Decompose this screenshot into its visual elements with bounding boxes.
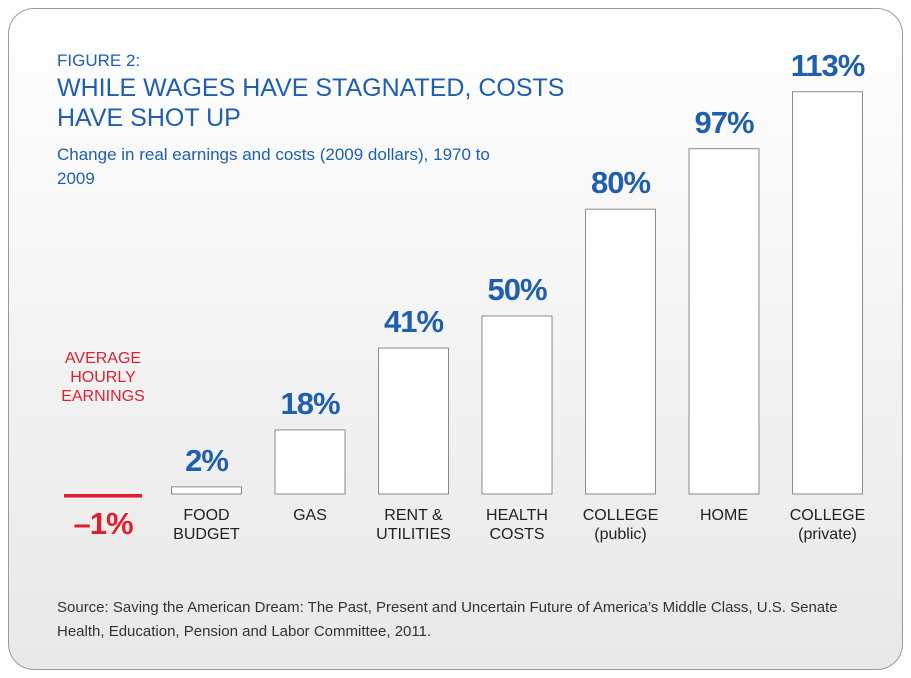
bar (171, 486, 242, 495)
bar (688, 148, 760, 495)
category-label: AVERAGE HOURLY EARNINGS (61, 350, 145, 405)
value-label: –1% (73, 506, 133, 541)
value-label: 18% (280, 385, 340, 421)
x-tick-label: HEALTH COSTS (486, 507, 548, 543)
bar (585, 208, 656, 495)
value-label: 80% (590, 165, 651, 201)
chart: FIGURE 2: WHILE WAGES HAVE STAGNATED, CO… (8, 8, 903, 670)
chart-title: WHILE WAGES HAVE STAGNATED, COSTS HAVE S… (57, 74, 565, 132)
value-label: 2% (185, 442, 229, 478)
x-tick-label: FOOD BUDGET (173, 507, 240, 543)
bar (792, 91, 863, 495)
value-label: 41% (383, 304, 444, 340)
x-tick-label: RENT & UTILITIES (376, 507, 451, 543)
x-tick-label: COLLEGE (public) (582, 507, 659, 543)
source-note: Source: Saving the American Dream: The P… (57, 599, 838, 640)
bar (481, 315, 553, 495)
x-tick-label: COLLEGE (private) (789, 507, 866, 543)
bar (64, 494, 142, 498)
figure-label: FIGURE 2: (57, 51, 141, 70)
bar (274, 429, 346, 495)
value-label: 113% (790, 47, 866, 83)
chart-canvas (64, 91, 863, 498)
x-tick-label: HOME (700, 507, 748, 524)
value-label: 50% (487, 272, 547, 307)
value-label: 97% (694, 104, 754, 140)
chart-subtitle: Change in real earnings and costs (2009 … (57, 145, 490, 188)
bar (378, 347, 449, 495)
x-tick-label: GAS (293, 507, 327, 524)
